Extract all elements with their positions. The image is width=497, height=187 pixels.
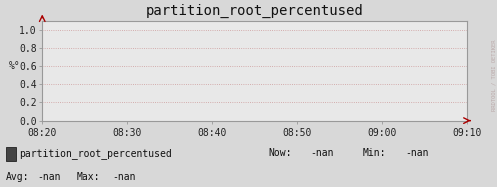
Text: RRDTOOL / TOBI OETIKER: RRDTOOL / TOBI OETIKER (491, 39, 496, 111)
Title: partition_root_percentused: partition_root_percentused (146, 4, 364, 18)
Y-axis label: %°: %° (9, 61, 21, 71)
Text: -nan: -nan (37, 172, 61, 182)
Text: partition_root_percentused: partition_root_percentused (19, 148, 172, 159)
Text: Avg:: Avg: (6, 172, 29, 182)
Text: -nan: -nan (405, 148, 428, 158)
Text: -nan: -nan (311, 148, 334, 158)
Text: -nan: -nan (112, 172, 135, 182)
Text: Now:: Now: (268, 148, 292, 158)
Text: Max:: Max: (77, 172, 100, 182)
Text: Min:: Min: (363, 148, 386, 158)
